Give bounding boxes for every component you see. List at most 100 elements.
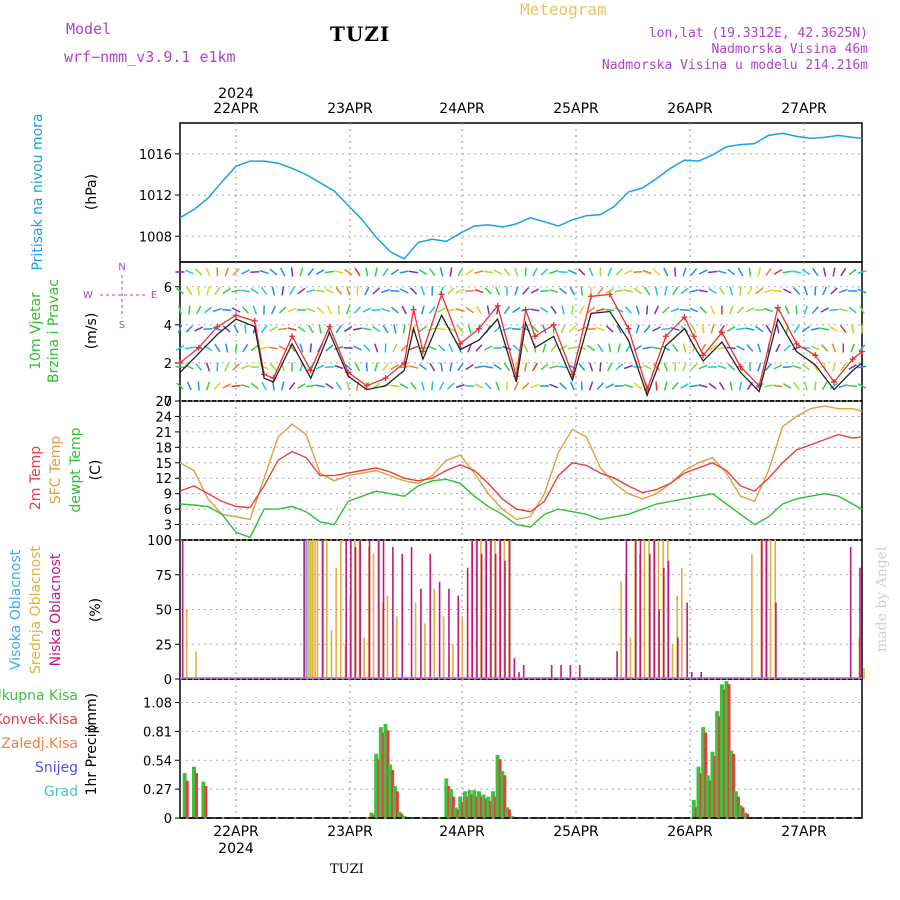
precip-conv-bar (381, 732, 385, 818)
precip-total-bar (448, 789, 453, 818)
wind-direction-arrow (812, 267, 819, 277)
wind-direction-arrow (793, 381, 800, 391)
wind-gust-point (382, 375, 389, 382)
wind-direction-arrow (708, 344, 717, 352)
wind-direction-arrow (661, 327, 671, 331)
precip-total-bar (383, 723, 388, 818)
wind-direction-arrow (474, 288, 484, 294)
wind-direction-arrow (484, 382, 492, 390)
precip-conv-bar (736, 796, 740, 818)
wind-direction-arrow (232, 363, 240, 371)
wind-direction-arrow (252, 305, 258, 315)
wind-direction-arrow (783, 344, 792, 352)
precip-conv-bar (718, 716, 722, 818)
temp-unit-label: (C) (88, 460, 104, 481)
wind-direction-arrow (820, 327, 830, 331)
wind-direction-arrow (250, 287, 259, 295)
wind-direction-arrow (738, 381, 743, 391)
wind-direction-arrow (325, 288, 334, 294)
wind-direction-arrow (782, 270, 792, 274)
wind-direction-arrow (580, 286, 584, 296)
wind-gust-point (550, 321, 557, 328)
wind-direction-arrow (502, 345, 512, 351)
wind-direction-arrow (748, 267, 752, 277)
wind-direction-arrow (860, 324, 864, 334)
elevation-text: Nadmorska Visina 46m (711, 42, 868, 57)
wind-direction-arrow (437, 307, 446, 313)
wind-direction-arrow (495, 381, 500, 391)
wind-direction-arrow (569, 381, 575, 391)
wind-direction-arrow (512, 306, 521, 314)
wind-direction-arrow (186, 381, 192, 391)
wind-gust-point (532, 333, 539, 340)
wind-gust-point (774, 304, 781, 311)
precip-total-bar (710, 751, 715, 818)
precip-y-tick-label: 1.08 (143, 697, 172, 712)
wind-direction-arrow (764, 288, 774, 294)
wind-direction-arrow (390, 306, 399, 314)
bottom-day-label: 23APR (327, 824, 373, 840)
precip-conv-bar (694, 807, 698, 818)
wind-direction-arrow (747, 286, 753, 296)
temp-y-tick-label: 9 (164, 488, 172, 503)
wind-direction-arrow (578, 268, 586, 276)
precip-total-bar (458, 796, 463, 818)
wind-direction-arrow (661, 344, 671, 352)
wind-direction-arrow (335, 381, 342, 391)
wind-direction-arrow (776, 324, 780, 334)
wind-gust-point (606, 291, 613, 298)
wind-direction-arrow (467, 343, 472, 353)
wind-direction-arrow (691, 324, 697, 334)
temp-axis-label-dewpt: dewpt Temp (68, 427, 84, 512)
precip-total-bar (462, 791, 467, 818)
precip-total-bar (192, 766, 196, 818)
wind-direction-arrow (449, 267, 453, 277)
wind-direction-arrow (250, 382, 259, 390)
precip-conv-bar (489, 800, 493, 818)
wind-gust-point (681, 314, 688, 321)
wind-direction-arrow (409, 365, 419, 369)
wind-direction-arrow (390, 268, 400, 276)
wind-direction-arrow (680, 383, 689, 389)
wind-direction-arrow (299, 267, 304, 277)
wind-direction-arrow (689, 289, 699, 293)
wind-direction-arrow (700, 343, 707, 353)
wind-direction-arrow (671, 343, 679, 353)
wind-direction-arrow (334, 364, 344, 370)
wind-axis-label-2: Brzina i Pravac (46, 279, 62, 383)
wind-direction-arrow (439, 267, 444, 277)
wind-direction-arrow (652, 268, 661, 276)
wind-direction-arrow (297, 325, 306, 333)
wind-direction-arrow (456, 325, 464, 333)
wind-direction-arrow (848, 364, 857, 370)
wind-direction-arrow (343, 346, 353, 350)
wind-direction-arrow (382, 324, 389, 334)
wind-gust-point (410, 306, 417, 313)
wind-direction-arrow (344, 363, 353, 371)
precip-conv-bar (451, 796, 455, 818)
wind-direction-arrow (269, 326, 278, 332)
precip-legend-item: Snijeg (35, 760, 78, 776)
wind-gust-point (251, 318, 258, 325)
wind-direction-arrow (409, 287, 418, 295)
wind-direction-arrow (371, 308, 381, 312)
wind-direction-arrow (822, 286, 828, 296)
wind-direction-arrow (614, 384, 624, 388)
lonlat-text: lon,lat (19.3312E, 42.3625N) (648, 26, 868, 41)
wind-direction-arrow (362, 327, 372, 331)
wind-direction-arrow (783, 382, 792, 390)
precip-conv-bar (746, 813, 750, 818)
wind-direction-arrow (633, 382, 642, 390)
wind-direction-arrow (830, 287, 838, 295)
wind-direction-arrow (623, 364, 633, 370)
wind-direction-arrow (212, 307, 222, 313)
bottom-day-label: 26APR (667, 824, 713, 840)
precip-conv-bar (395, 791, 399, 818)
wind-direction-arrow (737, 267, 744, 277)
wind-direction-arrow (848, 306, 857, 314)
precip-conv-bar (494, 796, 497, 818)
wind-direction-arrow (514, 286, 519, 296)
wind-direction-arrow (717, 270, 727, 274)
wind-direction-arrow (682, 343, 687, 353)
wind-direction-arrow (859, 305, 865, 315)
